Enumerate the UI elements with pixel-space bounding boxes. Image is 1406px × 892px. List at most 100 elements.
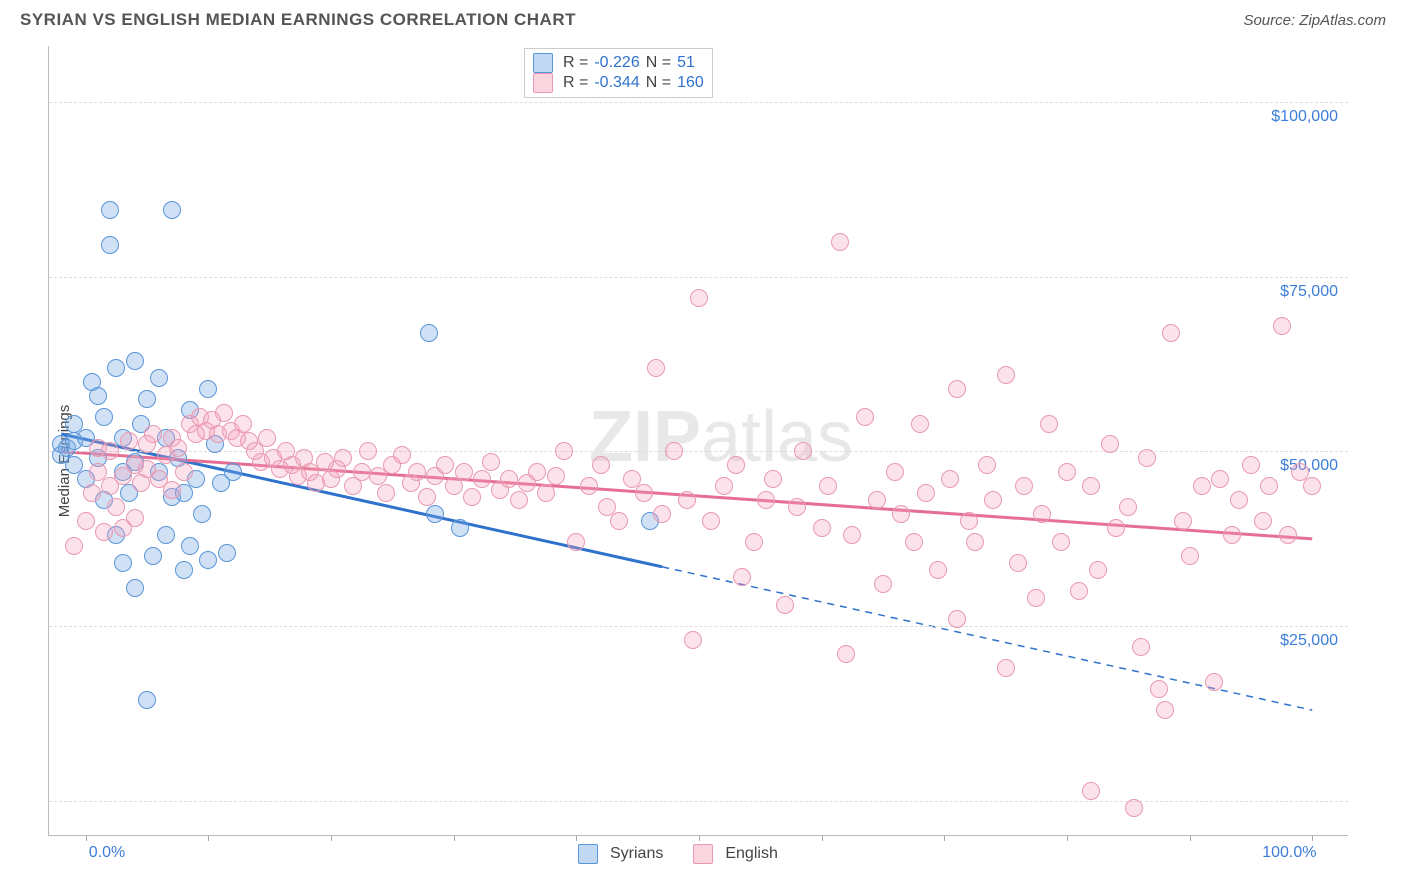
data-point [107, 498, 125, 516]
x-tick-label: 100.0% [1262, 844, 1316, 862]
data-point [1040, 415, 1058, 433]
data-point [1156, 701, 1174, 719]
data-point [218, 544, 236, 562]
data-point [1223, 526, 1241, 544]
data-point [1082, 782, 1100, 800]
data-point [788, 498, 806, 516]
data-point [1132, 638, 1150, 656]
data-point [745, 533, 763, 551]
data-point [653, 505, 671, 523]
data-point [463, 488, 481, 506]
data-point [960, 512, 978, 530]
stat-r-label: R = [563, 54, 588, 72]
data-point [1009, 554, 1027, 572]
data-point [1058, 463, 1076, 481]
data-point [1162, 324, 1180, 342]
data-point [1138, 449, 1156, 467]
data-point [234, 415, 252, 433]
data-point [510, 491, 528, 509]
x-tick [1190, 835, 1191, 841]
data-point [420, 324, 438, 342]
data-point [874, 575, 892, 593]
data-point [426, 505, 444, 523]
data-point [635, 484, 653, 502]
data-point [1211, 470, 1229, 488]
chart-title: SYRIAN VS ENGLISH MEDIAN EARNINGS CORREL… [20, 10, 576, 30]
data-point [1033, 505, 1051, 523]
gridline-h [49, 102, 1348, 103]
data-point [95, 523, 113, 541]
data-point [77, 512, 95, 530]
data-point [678, 491, 696, 509]
data-point [684, 631, 702, 649]
data-point [1125, 799, 1143, 817]
x-tick [86, 835, 87, 841]
data-point [163, 201, 181, 219]
data-point [929, 561, 947, 579]
legend-label: Syrians [610, 845, 663, 863]
x-tick-label: 0.0% [89, 844, 125, 862]
data-point [500, 470, 518, 488]
data-point [1279, 526, 1297, 544]
data-point [482, 453, 500, 471]
data-point [258, 429, 276, 447]
data-point [580, 477, 598, 495]
data-point [727, 456, 745, 474]
data-point [101, 442, 119, 460]
data-point [794, 442, 812, 460]
data-point [831, 233, 849, 251]
gridline-h [49, 626, 1348, 627]
data-point [984, 491, 1002, 509]
data-point [224, 463, 242, 481]
data-point [966, 533, 984, 551]
legend-item: Syrians [578, 844, 663, 864]
data-point [95, 408, 113, 426]
data-point [138, 390, 156, 408]
data-point [665, 442, 683, 460]
data-point [1260, 477, 1278, 495]
x-tick [576, 835, 577, 841]
x-tick [1312, 835, 1313, 841]
data-point [567, 533, 585, 551]
data-point [547, 467, 565, 485]
data-point [528, 463, 546, 481]
data-point [813, 519, 831, 537]
data-point [144, 547, 162, 565]
data-point [856, 408, 874, 426]
stats-row: R = -0.226 N = 51 [533, 53, 704, 73]
data-point [199, 380, 217, 398]
data-point [181, 537, 199, 555]
data-point [733, 568, 751, 586]
data-point [199, 551, 217, 569]
data-point [886, 463, 904, 481]
data-point [455, 463, 473, 481]
data-point [126, 509, 144, 527]
gridline-h [49, 277, 1348, 278]
data-point [892, 505, 910, 523]
gridline-h [49, 801, 1348, 802]
stat-r-label: R = [563, 74, 588, 92]
data-point [436, 456, 454, 474]
data-point [764, 470, 782, 488]
y-tick-label: $50,000 [1280, 457, 1338, 475]
data-point [1027, 589, 1045, 607]
y-tick-label: $75,000 [1280, 283, 1338, 301]
legend-swatch [533, 53, 553, 73]
y-tick-label: $25,000 [1280, 632, 1338, 650]
x-tick [822, 835, 823, 841]
data-point [905, 533, 923, 551]
data-point [150, 369, 168, 387]
x-tick [1067, 835, 1068, 841]
x-tick [331, 835, 332, 841]
x-tick [208, 835, 209, 841]
data-point [1150, 680, 1168, 698]
data-point [163, 481, 181, 499]
data-point [473, 470, 491, 488]
data-point [702, 512, 720, 530]
stats-row: R = -0.344 N = 160 [533, 73, 704, 93]
data-point [997, 659, 1015, 677]
data-point [917, 484, 935, 502]
data-point [1181, 547, 1199, 565]
legend-swatch [578, 844, 598, 864]
data-point [647, 359, 665, 377]
